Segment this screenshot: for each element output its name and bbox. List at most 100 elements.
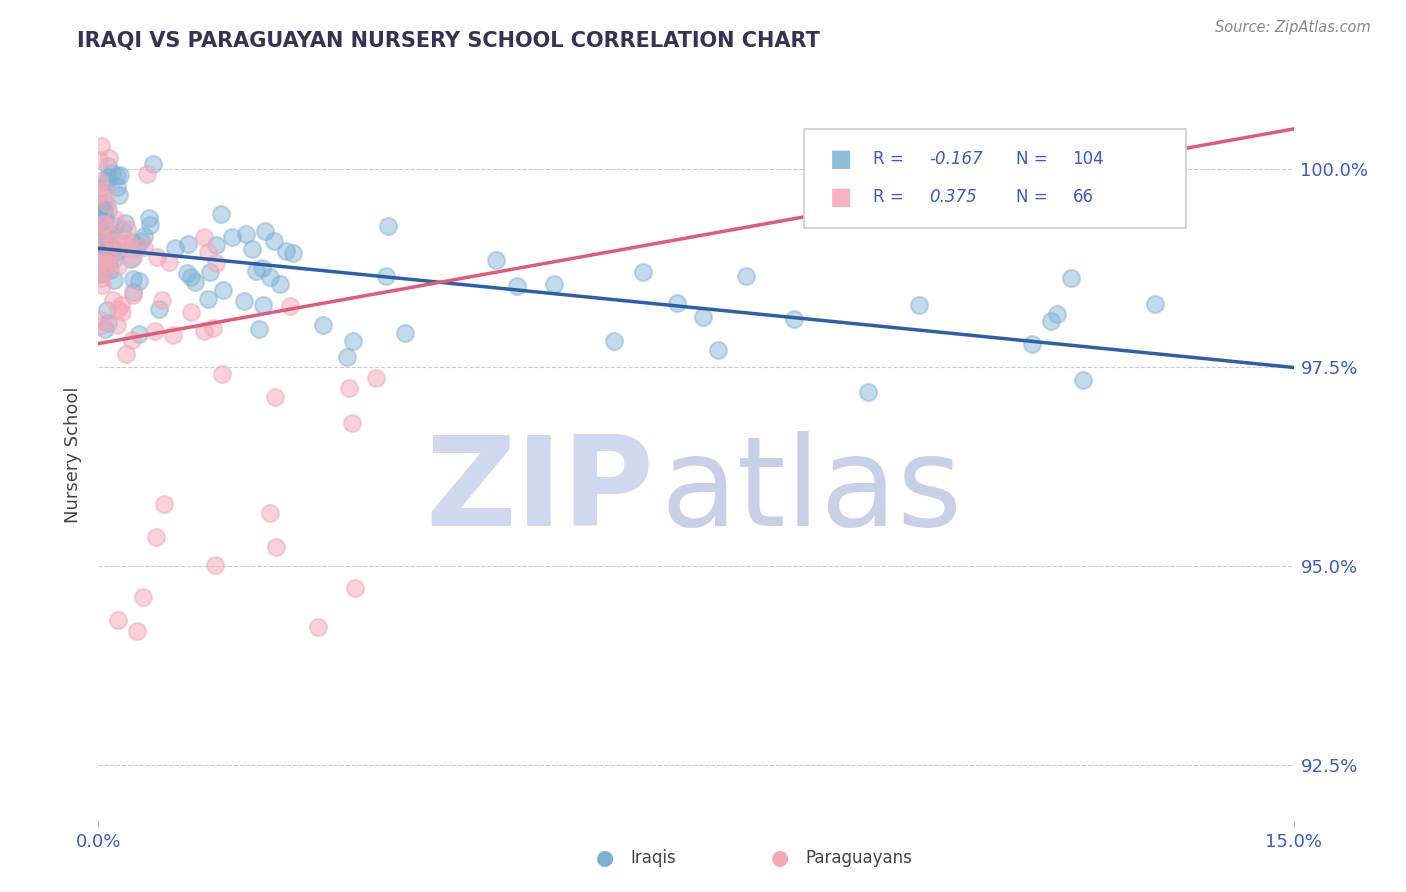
Point <box>110 305 132 319</box>
Point <box>89 248 111 262</box>
Point <box>253 224 276 238</box>
Point <box>93 203 115 218</box>
Point <box>91 266 114 280</box>
Point <box>343 581 366 595</box>
Point <box>94 212 117 227</box>
Point <box>136 167 159 181</box>
Text: N =: N = <box>1017 150 1047 168</box>
Point <box>259 269 281 284</box>
Point <box>90 181 112 195</box>
Point <box>107 301 129 316</box>
Text: R =: R = <box>873 150 904 168</box>
Point <box>735 268 758 283</box>
Point <box>377 219 399 233</box>
Point <box>107 259 129 273</box>
Point <box>276 244 298 258</box>
Text: ZIP: ZIP <box>426 431 654 552</box>
Point <box>96 244 118 259</box>
Point <box>91 202 114 217</box>
Point <box>269 277 291 292</box>
Point <box>209 207 232 221</box>
Point <box>506 278 529 293</box>
Point <box>633 265 655 279</box>
Point <box>104 212 127 227</box>
Point <box>342 334 364 348</box>
Point <box>131 235 153 249</box>
Point <box>202 321 225 335</box>
Point <box>1045 307 1067 321</box>
Point <box>138 211 160 225</box>
Point <box>152 497 174 511</box>
Point <box>91 218 114 232</box>
Point <box>96 195 118 210</box>
Point <box>90 254 112 268</box>
Point <box>204 558 226 572</box>
Point <box>89 201 111 215</box>
Point <box>177 237 200 252</box>
Point <box>150 293 173 307</box>
Point <box>89 174 111 188</box>
Point <box>111 236 134 251</box>
Point <box>157 255 180 269</box>
Point <box>97 170 120 185</box>
Point <box>250 260 273 275</box>
Text: Iraqis: Iraqis <box>630 849 676 867</box>
Point <box>281 245 304 260</box>
Point <box>263 235 285 249</box>
Point <box>1021 337 1043 351</box>
Point <box>97 248 120 262</box>
Point <box>94 209 117 223</box>
Point <box>197 292 219 306</box>
Point <box>337 381 360 395</box>
Point <box>115 347 138 361</box>
Point <box>121 251 143 265</box>
Point <box>127 624 149 638</box>
Point <box>89 267 111 281</box>
Point <box>91 263 114 277</box>
Point <box>90 270 112 285</box>
Point <box>96 174 118 188</box>
Point <box>1039 314 1062 328</box>
Point <box>264 540 287 554</box>
Point <box>97 248 120 262</box>
Point <box>90 313 112 327</box>
Point <box>94 321 117 335</box>
Point <box>108 188 131 202</box>
Point <box>122 285 145 299</box>
Point <box>89 186 111 201</box>
Point <box>205 238 228 252</box>
Point <box>134 229 156 244</box>
Point <box>89 252 111 267</box>
Point <box>97 256 120 270</box>
Point <box>665 296 688 310</box>
Point <box>145 530 167 544</box>
Point <box>907 298 929 312</box>
Point <box>121 288 143 302</box>
Point <box>259 506 281 520</box>
Point <box>91 218 114 232</box>
Point <box>221 229 243 244</box>
Point <box>89 256 111 270</box>
Point <box>180 270 202 285</box>
Point <box>101 235 124 249</box>
Point <box>394 326 416 340</box>
Point <box>543 277 565 291</box>
Point <box>193 324 215 338</box>
Point <box>245 263 267 277</box>
Point <box>105 318 128 333</box>
Point <box>100 165 122 179</box>
Point <box>89 319 111 334</box>
Point <box>312 318 335 332</box>
Point <box>176 266 198 280</box>
Point <box>307 620 329 634</box>
Point <box>103 272 125 286</box>
FancyBboxPatch shape <box>804 129 1187 228</box>
Point <box>211 368 233 382</box>
Text: ■: ■ <box>830 146 852 170</box>
Point <box>180 305 202 319</box>
Point <box>707 343 730 357</box>
Point <box>143 324 166 338</box>
Point <box>107 244 129 258</box>
Point <box>131 590 153 604</box>
Point <box>125 239 148 253</box>
